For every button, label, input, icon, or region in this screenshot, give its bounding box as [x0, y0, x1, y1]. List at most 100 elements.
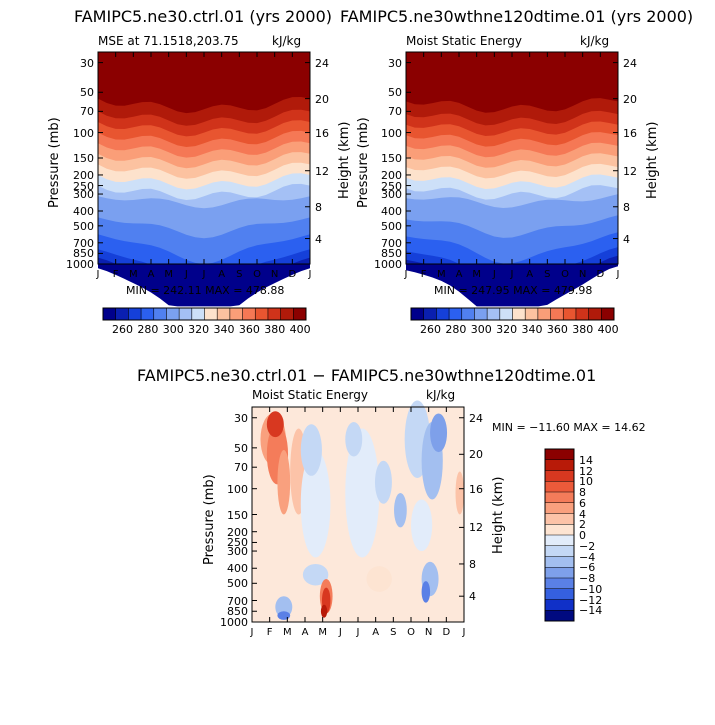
colorbar-swatch — [545, 524, 574, 536]
colorbar-swatch — [545, 502, 574, 514]
y-tick-label-right: 20 — [469, 448, 483, 462]
x-tick-label: F — [112, 269, 119, 280]
x-tick-label: J — [96, 269, 100, 280]
x-tick-label: F — [420, 269, 427, 280]
y-tick-label-right: 16 — [623, 126, 637, 140]
x-tick-label: A — [526, 269, 534, 280]
colorbar-label: −10 — [579, 582, 603, 596]
colorbar-swatch — [545, 588, 574, 600]
y-tick-label-right: 16 — [315, 126, 329, 140]
colorbar-label: 320 — [496, 323, 518, 336]
contour-band — [406, 232, 618, 264]
colorbar-label: 360 — [546, 323, 568, 336]
y-tick-label-right: 24 — [469, 411, 483, 425]
panel1-minmax: MIN = 242.11 MAX = 478.88 — [126, 284, 285, 297]
colorbar-label: 400 — [597, 323, 619, 336]
panel1-subtitle-left: MSE at 71.1518,203.75 — [98, 34, 239, 48]
colorbar-swatch — [550, 308, 564, 320]
x-tick-label: A — [455, 269, 463, 280]
y-tick-label-left: 100 — [381, 126, 402, 140]
colorbar-label: −2 — [579, 539, 596, 553]
panel2-plot — [405, 51, 619, 307]
colorbar-swatch — [179, 308, 193, 320]
x-tick-label: J — [356, 627, 360, 638]
y-tick-label-left: 400 — [73, 205, 94, 218]
x-tick-label: M — [472, 269, 481, 280]
x-tick-label: J — [250, 627, 254, 638]
y-tick-label-left: 50 — [388, 86, 402, 100]
colorbar-swatch — [588, 308, 602, 320]
colorbar-swatch — [141, 308, 155, 320]
panel1-colorbar — [102, 307, 307, 321]
y-tick-label-right: 24 — [315, 56, 329, 70]
colorbar-label: 0 — [579, 529, 586, 542]
y-tick-label-left: 850 — [227, 605, 248, 619]
x-tick-label: M — [164, 269, 173, 280]
x-tick-label: D — [288, 269, 297, 280]
y-tick-label-left: 500 — [381, 219, 402, 233]
contour-blob — [300, 424, 322, 476]
y-tick-label-left: 300 — [227, 545, 248, 559]
y-tick-label-right: 4 — [315, 232, 322, 246]
panel2-subtitle-left: Moist Static Energy — [406, 34, 522, 48]
y-tick-label-left: 150 — [73, 152, 94, 165]
x-tick-label: J — [338, 627, 342, 638]
y-tick-label-left: 200 — [227, 525, 248, 539]
y-tick-label-left: 30 — [80, 56, 94, 70]
colorbar-swatch — [545, 610, 574, 622]
y-tick-label-right: 4 — [623, 232, 630, 246]
contour-blob — [455, 471, 464, 515]
y-tick-label-left: 850 — [381, 247, 402, 261]
y-tick-label-right: 12 — [469, 521, 483, 535]
y-tick-label-right: 12 — [623, 164, 637, 178]
colorbar-label: 2 — [579, 518, 586, 532]
colorbar-label: 14 — [579, 453, 593, 467]
panel3-plot — [251, 400, 465, 623]
y-tick-label-left: 250 — [381, 179, 402, 193]
y-tick-label-left: 200 — [73, 168, 94, 182]
colorbar-swatch — [487, 308, 501, 320]
colorbar-swatch — [474, 308, 488, 320]
colorbar-label: 340 — [521, 323, 543, 336]
contour-blob — [320, 604, 328, 618]
colorbar-label: 300 — [470, 323, 492, 336]
y-tick-label-left: 400 — [381, 205, 402, 218]
colorbar-frame — [410, 307, 615, 321]
panel2-subtitle-right: kJ/kg — [580, 34, 610, 48]
panel1-subtitle-right: kJ/kg — [272, 34, 302, 48]
x-tick-label: J — [202, 269, 206, 280]
colorbar-swatch — [545, 449, 574, 461]
y-tick-label-left: 500 — [73, 219, 94, 233]
panel3-title: FAMIPC5.ne30.ctrl.01 − FAMIPC5.ne30wthne… — [137, 366, 597, 385]
colorbar-swatch — [293, 308, 307, 320]
colorbar-label: −4 — [579, 550, 596, 564]
y-tick-label-left: 250 — [73, 179, 94, 193]
x-tick-label: J — [184, 269, 188, 280]
y-tick-label-left: 400 — [227, 562, 248, 576]
y-tick-label-left: 850 — [73, 247, 94, 261]
colorbar-swatch — [537, 308, 552, 320]
colorbar-label: 260 — [420, 323, 442, 336]
x-tick-label: J — [404, 269, 408, 280]
contour-blob — [366, 566, 392, 592]
y-tick-label-right: 4 — [469, 590, 476, 604]
x-tick-label: J — [510, 269, 514, 280]
y-tick-label-left: 30 — [234, 411, 248, 425]
colorbar-label: 10 — [579, 475, 593, 489]
colorbar-label: 400 — [289, 323, 311, 336]
colorbar-swatch — [115, 308, 129, 320]
colorbar-swatch — [545, 599, 574, 611]
contour-blob — [266, 411, 284, 438]
colorbar-swatch — [545, 545, 574, 557]
x-tick-label: D — [442, 627, 451, 638]
panel3-subtitle-right: kJ/kg — [426, 388, 456, 402]
y-tick-label-left: 1000 — [220, 616, 248, 629]
y-tick-label-right: 24 — [623, 56, 637, 70]
colorbar-swatch — [229, 308, 244, 320]
contour-blob — [374, 460, 392, 504]
x-tick-label: J — [616, 269, 620, 280]
colorbar-swatch — [280, 308, 294, 320]
colorbar-label: 4 — [579, 507, 586, 521]
y-tick-label-left: 70 — [80, 105, 94, 119]
y-tick-label-left: 30 — [388, 56, 402, 70]
